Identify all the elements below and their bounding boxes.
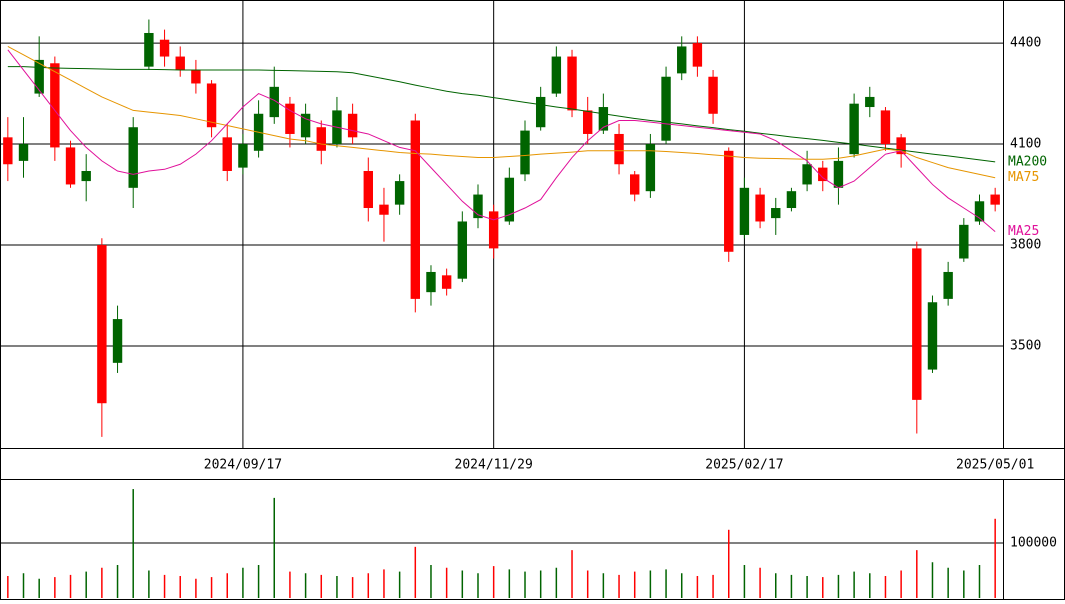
candle-body	[567, 56, 577, 111]
candle-body	[880, 110, 891, 145]
candle-body	[144, 32, 154, 67]
candle-body	[3, 137, 13, 165]
candle-body	[990, 194, 1000, 205]
candle-body	[316, 127, 326, 151]
candle-body	[222, 137, 232, 171]
y-tick-label: 100000	[1010, 535, 1057, 550]
candle-body	[786, 191, 797, 209]
legend-label: MA200	[1008, 154, 1047, 169]
y-tick-label: 4400	[1010, 36, 1041, 51]
candle-body	[457, 221, 468, 279]
moving-average-line	[7, 46, 996, 179]
candle-body	[598, 107, 609, 131]
candle-body	[206, 83, 217, 128]
candle-body	[896, 137, 906, 155]
candle-body	[865, 96, 875, 108]
candle-body	[159, 39, 170, 57]
candle-body	[504, 177, 515, 222]
candle-body	[692, 43, 703, 67]
legend-label: MA25	[1008, 224, 1039, 239]
candle-body	[238, 144, 248, 168]
candle-body	[912, 248, 922, 400]
moving-average-line	[7, 66, 996, 163]
candle-body	[802, 164, 812, 185]
candle-body	[708, 76, 718, 114]
candle-body	[582, 110, 593, 134]
candle-body	[379, 204, 389, 215]
candle-body	[943, 271, 953, 299]
candle-body	[34, 59, 44, 94]
candle-body	[65, 147, 76, 185]
candle-body	[285, 103, 295, 134]
y-tick-label: 3500	[1010, 339, 1041, 354]
candle-body	[833, 160, 844, 188]
candle-body	[175, 56, 185, 71]
candle-body	[645, 144, 656, 192]
candle-body	[347, 113, 358, 138]
candle-body	[739, 187, 750, 235]
candle-body	[128, 127, 138, 188]
candle-body	[410, 120, 421, 299]
candle-body	[363, 170, 373, 209]
candle-body	[394, 181, 405, 205]
candle-body	[18, 144, 29, 161]
candle-body	[50, 63, 60, 148]
candle-body	[849, 103, 859, 155]
candle-body	[927, 302, 938, 370]
candle-body	[755, 194, 765, 222]
candle-body	[535, 96, 546, 128]
y-tick-label: 3800	[1010, 238, 1041, 253]
x-tick-label: 2024/09/17	[204, 458, 282, 473]
candle-body	[81, 170, 91, 182]
candle-body	[488, 211, 499, 249]
candle-body	[551, 56, 562, 94]
candle-body	[818, 167, 828, 182]
candle-body	[959, 224, 969, 259]
candle-body	[441, 275, 452, 289]
candle-body	[191, 70, 201, 84]
candle-body	[97, 245, 107, 404]
candle-body	[269, 86, 279, 118]
candle-body	[677, 46, 687, 74]
candle-body	[112, 319, 123, 363]
candle-body	[300, 113, 311, 138]
y-tick-label: 4100	[1010, 137, 1041, 152]
legend-label: MA75	[1008, 170, 1039, 185]
candle-body	[771, 208, 781, 219]
moving-average-line	[7, 49, 996, 232]
candle-body	[724, 150, 734, 252]
candle-body	[661, 76, 671, 141]
x-tick-label: 2025/05/01	[956, 458, 1034, 473]
candle-body	[614, 133, 624, 165]
candle-body	[974, 201, 985, 222]
x-tick-label: 2025/02/17	[705, 458, 783, 473]
candle-body	[630, 174, 640, 195]
candle-body	[473, 194, 483, 219]
candle-body	[426, 271, 436, 293]
candle-body	[520, 130, 530, 175]
x-tick-label: 2024/11/29	[455, 458, 533, 473]
